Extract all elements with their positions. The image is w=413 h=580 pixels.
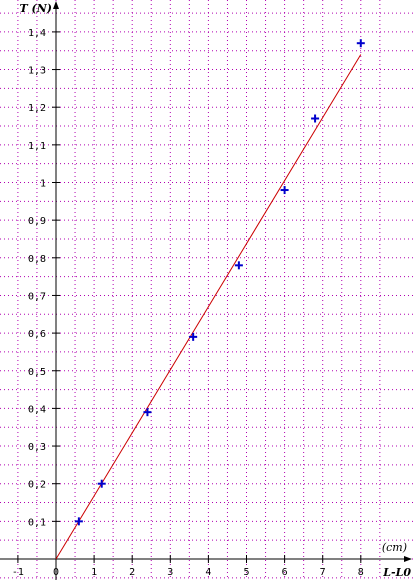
y-tick-label: 0,2 (28, 480, 46, 491)
y-tick-label: 1,3 (28, 66, 46, 77)
y-tick-label: 1,1 (28, 141, 46, 152)
y-tick-label: 0,9 (28, 216, 46, 227)
y-tick-label: 0,4 (28, 404, 46, 415)
data-point (143, 408, 152, 417)
y-tick-label: 1,4 (28, 28, 46, 39)
fit-line-group (55, 54, 362, 560)
x-tick-label: 8 (358, 567, 364, 578)
y-tick-label: 0,8 (28, 254, 46, 265)
fit-line (55, 54, 362, 560)
x-tick-label: 7 (320, 567, 326, 578)
data-point (280, 186, 289, 195)
x-tick-label: 0 (53, 567, 59, 578)
y-tick-label: 1 (40, 179, 46, 190)
data-point (189, 332, 198, 341)
y-axis-label: T (N) (20, 2, 52, 15)
x-tick-label: -1 (12, 567, 24, 578)
data-points (74, 39, 365, 526)
x-tick-label: 4 (205, 567, 211, 578)
data-point (74, 517, 83, 526)
x-axis-label: L-L0 (382, 566, 411, 579)
x-tick-label: 1 (91, 567, 97, 578)
y-tick-label: 0,3 (28, 442, 46, 453)
y-tick-label: 0,7 (28, 291, 46, 302)
x-axis-arrow (404, 556, 412, 562)
ticks: -1 0 1 2 3 4 5 6 7 8 0,1 0,2 0,3 0,4 0,5 0,6 0,7 0,8 0,9 1 1… (12, 28, 364, 578)
y-axis-arrow (53, 1, 59, 9)
data-point (311, 114, 320, 123)
x-tick-label: 2 (129, 567, 135, 578)
data-point (356, 39, 365, 48)
x-tick-label: 3 (167, 567, 173, 578)
y-tick-label: 0,5 (28, 367, 46, 378)
y-tick-label: 0,6 (28, 329, 46, 340)
x-axis-unit: (cm) (382, 541, 407, 554)
data-point (97, 479, 106, 488)
x-tick-label: 5 (243, 567, 249, 578)
x-tick-label: 6 (282, 567, 288, 578)
y-tick-label: 0,1 (28, 517, 46, 528)
data-point (234, 261, 243, 270)
y-tick-label: 1,2 (28, 103, 46, 114)
